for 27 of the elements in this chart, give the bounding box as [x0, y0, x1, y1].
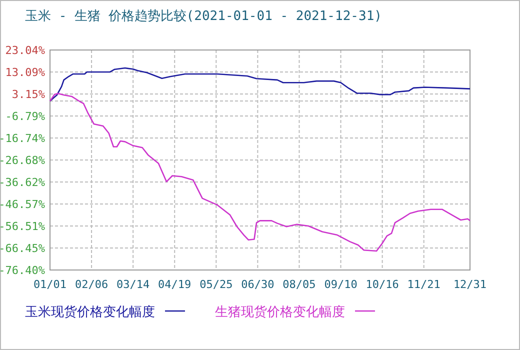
x-tick-label: 11/21	[407, 278, 440, 291]
x-tick-label: 06/30	[241, 278, 274, 291]
x-tick-label: 12/31	[453, 278, 487, 291]
y-tick-label: -6.79%	[5, 110, 46, 123]
y-tick-label: 3.15%	[12, 88, 46, 101]
y-tick-label: -36.62%	[0, 176, 46, 189]
y-tick-label: -66.45%	[0, 242, 46, 255]
line-series	[49, 92, 471, 252]
x-tick-label: 09/10	[324, 278, 358, 291]
y-tick-label: 23.04%	[5, 44, 46, 57]
chart-title: 玉米 - 生猪 价格趋势比较(2021-01-01 - 2021-12-31)	[25, 9, 382, 24]
x-tick-label: 10/16	[366, 278, 399, 291]
y-tick-label: -76.40%	[0, 264, 46, 277]
y-tick-label: -16.74%	[0, 132, 46, 145]
x-tick-label: 02/06	[74, 278, 108, 291]
x-tick-label: 01/01	[33, 278, 67, 291]
legend-label: 生猪现货价格变化幅度	[215, 304, 345, 320]
y-tick-label: -56.51%	[0, 220, 46, 233]
x-tick-label: 08/05	[282, 278, 316, 291]
y-tick-label: -46.57%	[0, 198, 46, 211]
y-tick-label: -26.68%	[0, 154, 46, 167]
x-tick-label: 05/25	[200, 278, 233, 291]
legend-label: 玉米现货价格变化幅度	[25, 304, 155, 320]
x-tick-label: 04/19	[158, 278, 192, 291]
line-series	[49, 67, 471, 102]
y-tick-label: 13.09%	[5, 66, 46, 79]
x-tick-label: 03/14	[116, 278, 150, 291]
